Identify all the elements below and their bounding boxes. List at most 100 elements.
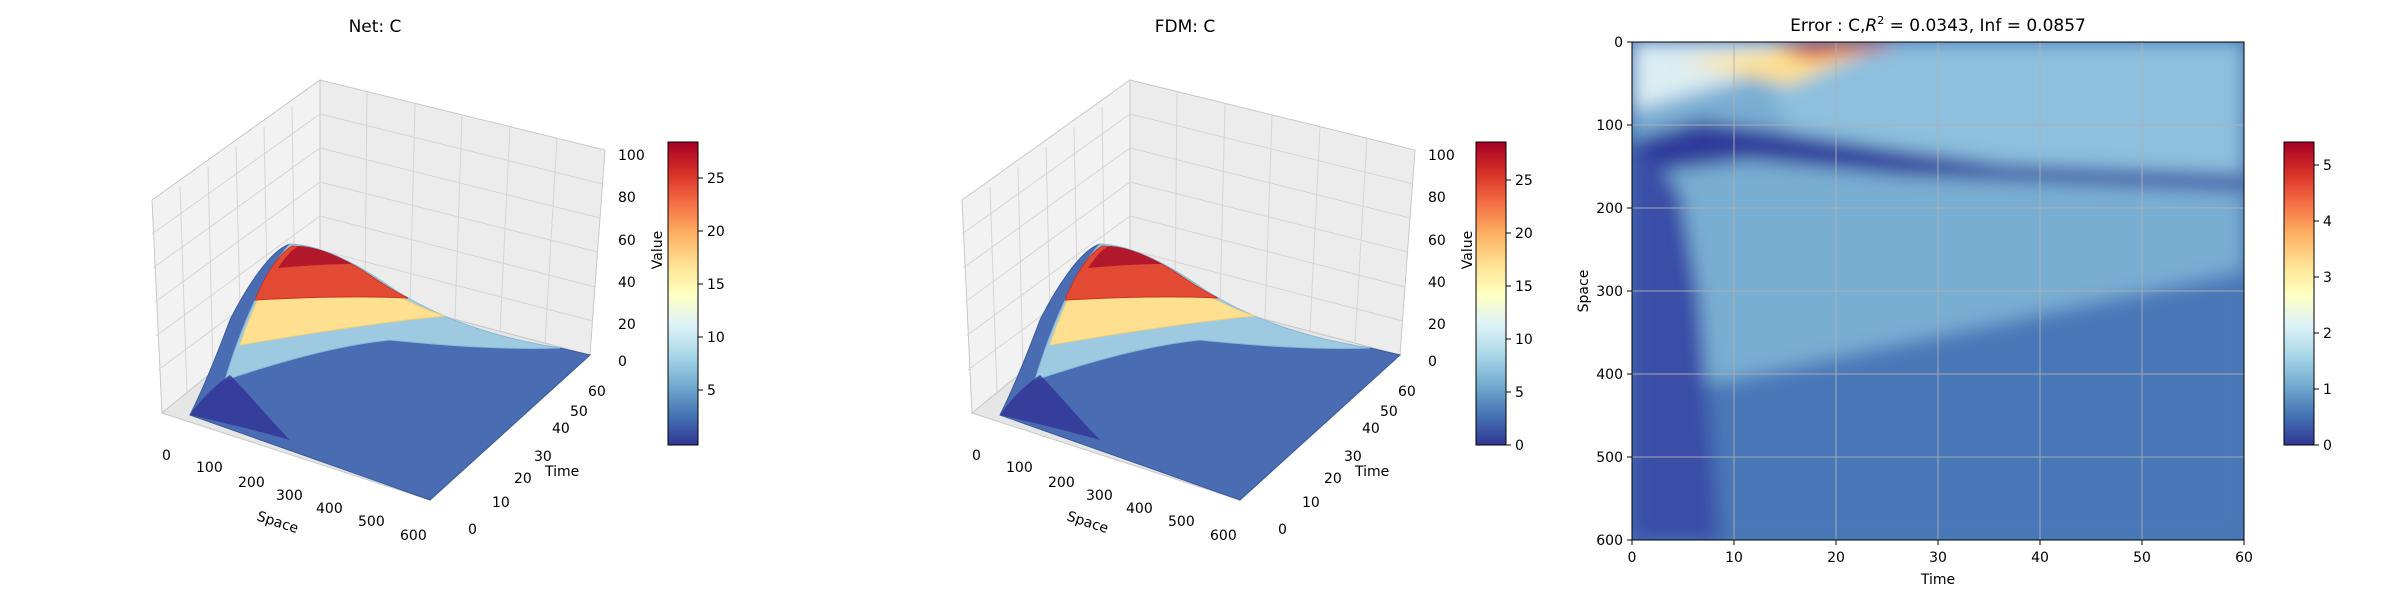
colorbar-tick: 25 (1515, 173, 1533, 189)
z-tick: 80 (618, 190, 636, 206)
y-tick: 100 (1596, 118, 1623, 134)
panel-net-x-ticks: 0 100 200 300 400 500 600 (162, 448, 427, 544)
panel-fdm-y-label: Time (1354, 464, 1389, 480)
panel-net-y-ticks: 0 10 20 30 40 50 60 (468, 384, 606, 538)
x-tick: 300 (1086, 488, 1113, 504)
y-tick: 0 (1614, 35, 1623, 51)
panel-net-z-ticks: 100 80 60 40 20 0 (618, 148, 645, 370)
y-tick: 0 (468, 522, 477, 538)
panel-error-x-label: Time (1920, 572, 1955, 588)
error-grid (1632, 42, 2244, 540)
colorbar-tick: 10 (1515, 332, 1533, 348)
x-tick: 400 (1126, 501, 1153, 517)
y-tick: 0 (1278, 522, 1287, 538)
panel-net-surface-lowlobe (190, 375, 290, 440)
colorbar-tick: 0 (1515, 438, 1524, 454)
colorbar-gradient (2283, 141, 2315, 446)
panel-fdm-title: FDM: C (1155, 17, 1216, 37)
panel-fdm-y-ticks: 0 10 20 30 40 50 60 (1278, 384, 1416, 538)
z-tick: 80 (1428, 190, 1446, 206)
z-tick: 60 (618, 233, 636, 249)
z-tick: 20 (1428, 317, 1446, 333)
panel-error-y-ticks: 0 100 200 300 400 500 600 (1596, 35, 1632, 549)
panel-net-z-label: Value (650, 231, 666, 269)
z-tick: 0 (618, 354, 627, 370)
colorbar-tick: 20 (1515, 226, 1533, 242)
panel-net-surface (189, 243, 592, 501)
colorbar-tick: 0 (2323, 438, 2332, 454)
z-tick: 40 (1428, 275, 1446, 291)
y-tick: 10 (1302, 495, 1320, 511)
colorbar-tick: 5 (707, 383, 716, 399)
title-r2-base: R (1865, 16, 1877, 36)
colorbar-tick: 15 (707, 277, 725, 293)
y-tick: 30 (1344, 449, 1362, 465)
panel-fdm-surface (999, 243, 1402, 501)
x-tick: 600 (400, 528, 427, 544)
y-tick: 40 (552, 421, 570, 437)
x-tick: 300 (276, 488, 303, 504)
x-tick: 100 (196, 460, 223, 476)
panel-net: Net: C (151, 17, 725, 544)
colorbar-tick: 15 (1515, 279, 1533, 295)
panel-error-x-ticks: 0 10 20 30 40 50 60 (1628, 540, 2253, 566)
x-tick: 0 (1628, 550, 1637, 566)
x-tick: 0 (162, 448, 171, 464)
panel-error-title: Error : C,R2 = 0.0343, Inf = 0.0857 (1790, 14, 2086, 36)
z-tick: 60 (1428, 233, 1446, 249)
z-tick: 100 (1428, 148, 1455, 164)
panel-net-colorbar: 5 10 15 20 25 (667, 141, 725, 446)
colorbar-tick: 20 (707, 224, 725, 240)
x-tick: 50 (2133, 550, 2151, 566)
panel-error-colorbar: 0 1 2 3 4 5 (2283, 141, 2332, 454)
z-tick: 40 (618, 275, 636, 291)
x-tick: 60 (2235, 550, 2253, 566)
y-tick: 200 (1596, 201, 1623, 217)
panel-net-x-label: Space (255, 509, 301, 537)
colorbar-tick: 4 (2323, 214, 2332, 230)
panel-fdm-z-label: Value (1460, 231, 1476, 269)
panel-fdm-x-ticks: 0 100 200 300 400 500 600 (972, 448, 1237, 544)
panel-error: Error : C,R2 = 0.0343, Inf = 0.0857 (1576, 14, 2332, 588)
colorbar-tick: 1 (2323, 382, 2332, 398)
title-r2-exp: 2 (1877, 14, 1884, 27)
colorbar-tick: 2 (2323, 326, 2332, 342)
y-tick: 60 (1398, 384, 1416, 400)
colorbar-tick: 3 (2323, 270, 2332, 286)
y-tick: 600 (1596, 533, 1623, 549)
x-tick: 0 (972, 448, 981, 464)
x-tick: 600 (1210, 528, 1237, 544)
x-tick: 40 (2031, 550, 2049, 566)
panel-net-title: Net: C (349, 17, 402, 37)
y-tick: 400 (1596, 367, 1623, 383)
x-tick: 500 (358, 514, 385, 530)
y-tick: 20 (514, 471, 532, 487)
y-tick: 50 (1380, 404, 1398, 420)
x-tick: 500 (1168, 514, 1195, 530)
title-suffix: = 0.0343, Inf = 0.0857 (1884, 16, 2086, 36)
panel-fdm-colorbar: 0 5 10 15 20 25 (1475, 141, 1533, 454)
y-tick: 20 (1324, 471, 1342, 487)
colorbar-gradient (1475, 141, 1507, 446)
z-tick: 0 (1428, 354, 1437, 370)
title-prefix: Error : C, (1790, 16, 1865, 36)
x-tick: 200 (1048, 475, 1075, 491)
panel-fdm-3d-box (961, 79, 1416, 501)
panel-net-surface-crest (278, 246, 352, 268)
colorbar-gradient (667, 141, 699, 446)
x-tick: 200 (238, 475, 265, 491)
panel-fdm-x-label: Space (1065, 509, 1111, 537)
x-tick: 10 (1725, 550, 1743, 566)
x-tick: 100 (1006, 460, 1033, 476)
panel-net-y-label: Time (544, 464, 579, 480)
y-tick: 300 (1596, 284, 1623, 300)
y-tick: 60 (588, 384, 606, 400)
y-tick: 50 (570, 404, 588, 420)
y-tick: 10 (492, 495, 510, 511)
colorbar-tick: 10 (707, 330, 725, 346)
colorbar-tick: 5 (1515, 385, 1524, 401)
panel-fdm: FDM: C (961, 17, 1533, 544)
z-tick: 20 (618, 317, 636, 333)
panel-fdm-z-ticks: 100 80 60 40 20 0 (1428, 148, 1455, 370)
